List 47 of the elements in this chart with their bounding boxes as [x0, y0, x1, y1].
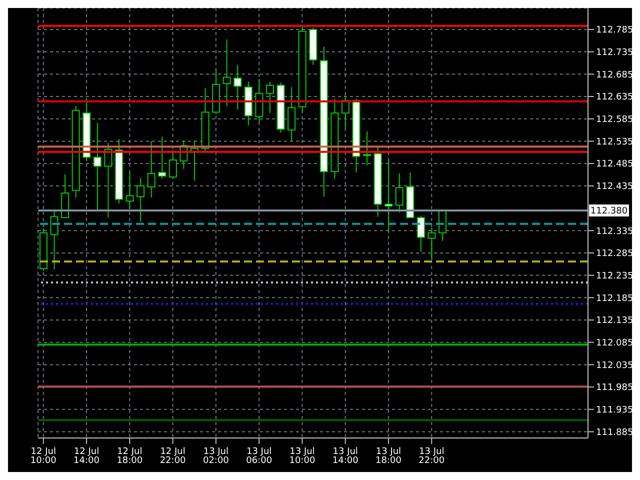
- candlestick: [147, 140, 156, 198]
- candlestick: [104, 142, 112, 218]
- y-tick-label: 112.185: [596, 294, 634, 304]
- y-tick-label: 112.435: [596, 182, 634, 192]
- y-tick-label: 111.985: [596, 383, 634, 394]
- candlestick: [255, 78, 264, 124]
- candlestick: [416, 215, 425, 252]
- x-tick-label: 13 Jul 18:00: [376, 447, 402, 466]
- y-tick-label: 112.785: [596, 26, 634, 36]
- y-tick-label: 112.085: [596, 338, 634, 349]
- candlestick: [168, 150, 177, 178]
- candlestick: [266, 81, 274, 114]
- x-tick-label: 13 Jul 22:00: [418, 447, 445, 466]
- y-tick-label: 111.935: [596, 406, 634, 416]
- y-tick-label: 112.285: [596, 249, 634, 260]
- x-tick-label: 12 Jul 18:00: [116, 447, 143, 466]
- candlestick: [363, 130, 372, 166]
- x-tick-label: 12 Jul 22:00: [160, 447, 186, 466]
- candlestick: [136, 177, 145, 222]
- candlestick: [288, 86, 296, 142]
- x-tick-label: 13 Jul 10:00: [289, 447, 316, 466]
- y-tick-label: 112.635: [596, 92, 634, 103]
- y-tick-label: 111.885: [596, 428, 634, 438]
- y-tick-label: 112.585: [596, 115, 634, 126]
- candlestick: [384, 159, 393, 234]
- x-tick-label: 12 Jul 10:00: [30, 447, 57, 466]
- y-tick-label: 112.535: [596, 137, 634, 148]
- candlestick: [428, 226, 436, 260]
- y-tick-label: 112.235: [596, 271, 634, 282]
- candlestick: [93, 122, 102, 212]
- ref-line-label: 112.380: [590, 206, 628, 216]
- candlestick: [50, 209, 58, 270]
- x-tick-label: 13 Jul 14:00: [332, 447, 359, 466]
- candlestick: [126, 172, 134, 210]
- y-tick-label: 112.335: [596, 226, 634, 237]
- y-tick-label: 112.485: [596, 160, 634, 170]
- x-tick-label: 12 Jul 14:00: [74, 447, 100, 466]
- x-tick-label: 13 Jul 06:00: [246, 447, 272, 466]
- y-tick-label: 112.035: [596, 360, 634, 371]
- x-tick-label: 13 Jul 02:00: [202, 447, 230, 466]
- candlestick: [158, 136, 166, 180]
- y-tick-label: 112.685: [596, 70, 634, 80]
- candlestick: [234, 64, 242, 110]
- candlestick: [395, 172, 404, 213]
- y-tick-label: 112.735: [596, 48, 634, 58]
- candlestick: [222, 38, 231, 106]
- y-tick-label: 112.135: [596, 316, 634, 326]
